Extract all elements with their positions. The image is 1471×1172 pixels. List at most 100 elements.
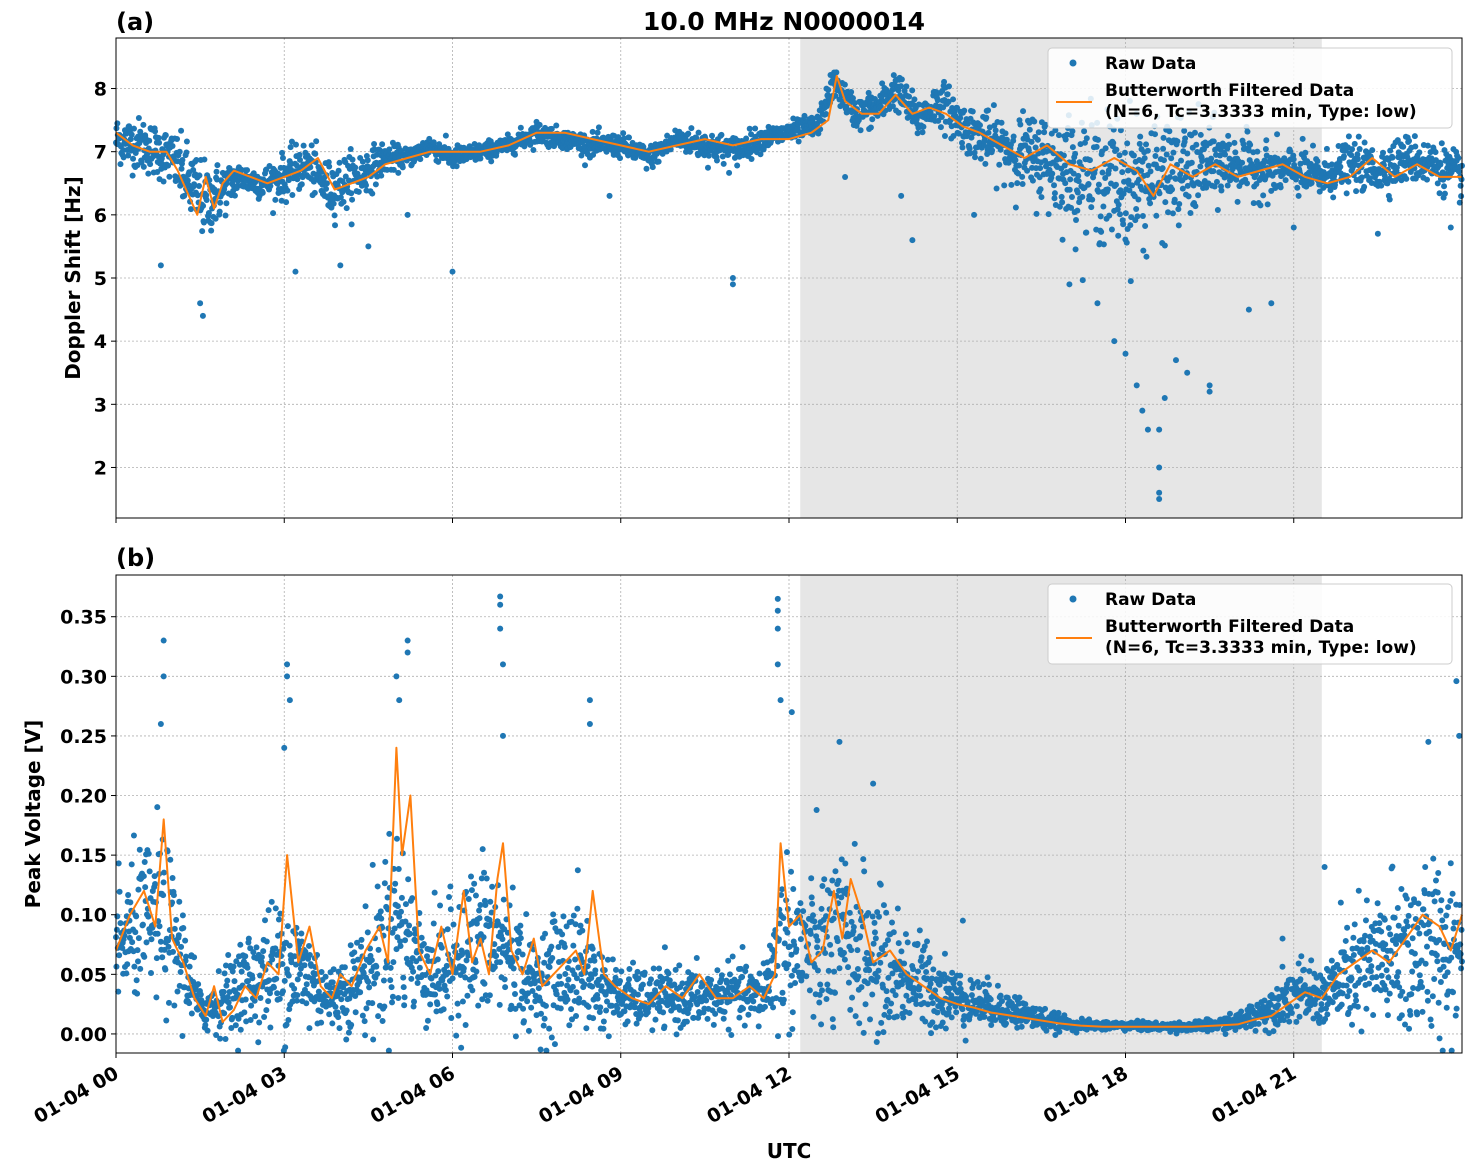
raw-data-point [335, 167, 342, 174]
raw-data-point [128, 861, 135, 868]
raw-data-point [1353, 188, 1360, 195]
raw-data-point [431, 889, 438, 896]
raw-data-point [1323, 145, 1330, 152]
raw-data-point [171, 925, 178, 932]
raw-data-point [272, 905, 279, 912]
raw-data-point [279, 988, 286, 995]
raw-data-point [489, 883, 496, 890]
raw-data-point [178, 127, 185, 134]
raw-data-point [450, 921, 457, 928]
raw-data-point [704, 1015, 711, 1022]
raw-data-point [1423, 176, 1430, 183]
raw-data-point [348, 221, 355, 228]
raw-data-point [1264, 201, 1271, 208]
raw-data-point [386, 830, 393, 837]
raw-data-point [914, 940, 921, 947]
raw-data-point [487, 898, 494, 905]
raw-data-point [1123, 239, 1130, 246]
raw-data-point [186, 1000, 193, 1007]
raw-data-point [284, 923, 291, 930]
raw-data-point [708, 977, 715, 984]
raw-data-point [438, 944, 445, 951]
raw-data-point [996, 161, 1003, 168]
raw-data-point [828, 951, 835, 958]
raw-data-point [268, 898, 275, 905]
raw-data-point [199, 312, 206, 319]
raw-data-point [127, 899, 134, 906]
raw-data-point [197, 300, 204, 307]
raw-data-point [201, 156, 208, 163]
raw-data-point [176, 148, 183, 155]
raw-data-point [808, 875, 815, 882]
raw-data-point [1156, 464, 1163, 471]
raw-data-point [131, 963, 138, 970]
raw-data-point [889, 919, 896, 926]
raw-data-point [203, 192, 210, 199]
raw-data-point [856, 1020, 863, 1027]
raw-data-point [200, 202, 207, 209]
raw-data-point [136, 846, 143, 853]
raw-data-point [124, 961, 131, 968]
raw-data-point [824, 981, 831, 988]
raw-data-point [183, 149, 190, 156]
raw-data-point [517, 935, 524, 942]
raw-data-point [436, 985, 443, 992]
raw-data-point [1343, 190, 1350, 197]
raw-data-point [135, 115, 142, 122]
raw-data-point [1108, 226, 1115, 233]
raw-data-point [785, 961, 792, 968]
raw-data-point [655, 158, 662, 165]
raw-data-point [182, 937, 189, 944]
raw-data-point [867, 1016, 874, 1023]
raw-data-point [840, 949, 847, 956]
raw-data-point [318, 968, 325, 975]
raw-data-point [814, 944, 821, 951]
raw-data-point [594, 995, 601, 1002]
raw-data-point [858, 984, 865, 991]
raw-data-point [551, 1041, 558, 1048]
raw-data-point [140, 163, 147, 170]
raw-data-point [570, 942, 577, 949]
raw-data-point [814, 937, 821, 944]
raw-data-point [225, 952, 232, 959]
raw-data-point [1330, 194, 1337, 201]
raw-data-point [1277, 184, 1284, 191]
raw-data-point [745, 1011, 752, 1018]
raw-data-point [924, 938, 931, 945]
raw-data-point [141, 953, 148, 960]
raw-data-point [1029, 177, 1036, 184]
raw-data-point [1222, 151, 1229, 158]
raw-data-point [1268, 300, 1275, 307]
raw-data-point [834, 938, 841, 945]
raw-data-point [366, 984, 373, 991]
raw-data-point [1049, 170, 1056, 177]
raw-data-point [1432, 149, 1439, 156]
raw-data-point [238, 968, 245, 975]
raw-data-point [673, 1031, 680, 1038]
raw-data-point [297, 156, 304, 163]
raw-data-point [1143, 253, 1150, 260]
raw-data-point [373, 963, 380, 970]
raw-data-point [1247, 141, 1254, 148]
raw-data-point [917, 992, 924, 999]
raw-data-point [574, 905, 581, 912]
raw-data-point [303, 981, 310, 988]
raw-data-point [810, 912, 817, 919]
raw-data-point [1119, 169, 1126, 176]
raw-data-point [222, 1035, 229, 1042]
raw-data-point [1069, 128, 1076, 135]
raw-data-point [620, 130, 627, 137]
raw-data-point [739, 944, 746, 951]
raw-data-point [1161, 242, 1168, 249]
raw-data-point [157, 262, 164, 269]
raw-data-point [1187, 209, 1194, 216]
raw-data-point [537, 1046, 544, 1053]
raw-data-point [1124, 140, 1131, 147]
raw-data-point [1134, 213, 1141, 220]
raw-data-point [1175, 222, 1182, 229]
raw-data-point [427, 1001, 434, 1008]
raw-data-point [1314, 158, 1321, 165]
raw-data-point [574, 867, 581, 874]
raw-data-point [728, 1032, 735, 1039]
raw-data-point [605, 1033, 612, 1040]
